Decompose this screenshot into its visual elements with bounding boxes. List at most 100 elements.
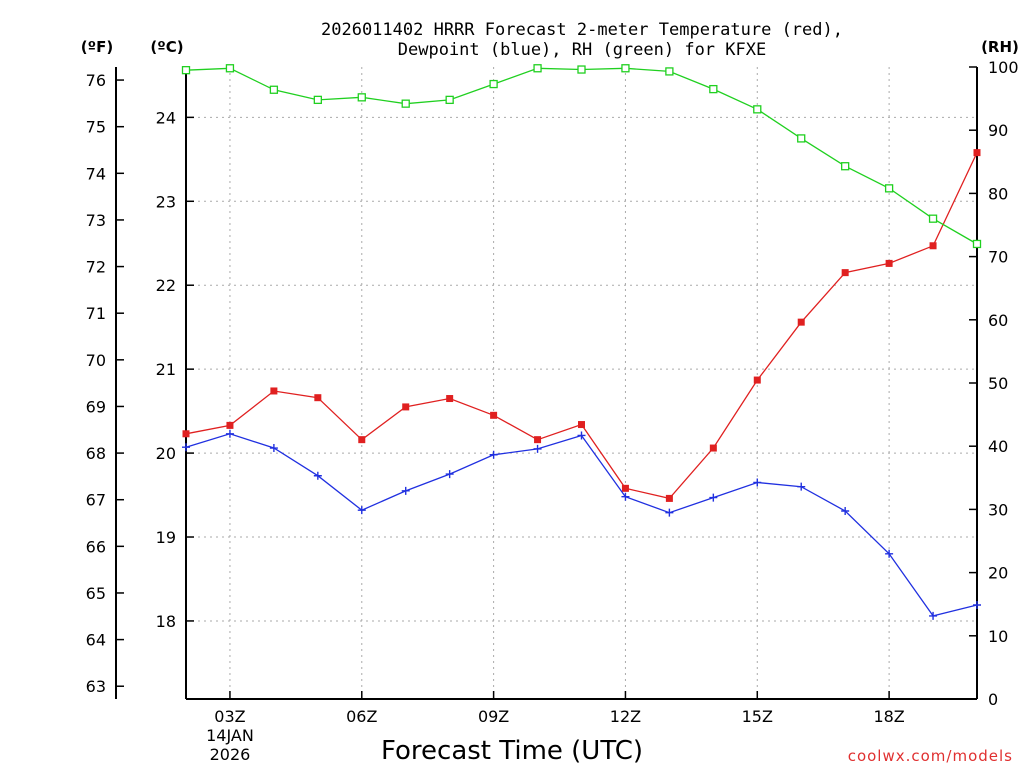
rh-point (225, 64, 235, 73)
dewpoint-point (577, 431, 586, 440)
temperature-point (709, 444, 717, 452)
fahrenheit-tick-label: 71 (86, 304, 106, 323)
x-tick-label: 06Z (346, 707, 377, 726)
rh-point (928, 214, 938, 223)
rh-point (181, 66, 191, 75)
rh-point (489, 79, 498, 89)
temperature-point (182, 430, 190, 438)
temperature-point (534, 436, 542, 444)
x-tick-label: 12Z (610, 707, 641, 726)
fahrenheit-tick-label: 69 (86, 397, 106, 416)
celsius-tick-label: 21 (156, 360, 176, 379)
rh-tick-label: 0 (988, 690, 998, 709)
fahrenheit-tick-label: 72 (86, 258, 106, 277)
celsius-unit-label: (ºC) (150, 38, 183, 56)
dewpoint-point (621, 492, 630, 501)
temperature-point (446, 395, 454, 403)
dewpoint-point (753, 478, 762, 487)
celsius-tick-label: 23 (156, 192, 176, 211)
rh-tick-label: 80 (988, 184, 1008, 203)
fahrenheit-unit-label: (ºF) (81, 38, 113, 56)
rh-tick-label: 70 (988, 248, 1008, 267)
dewpoint-point (885, 549, 894, 558)
dewpoint-point (841, 506, 850, 515)
dewpoint-point (269, 444, 278, 453)
temperature-point (358, 436, 366, 444)
fahrenheit-tick-label: 65 (86, 584, 106, 603)
dewpoint-point (445, 470, 454, 479)
dewpoint-point (357, 506, 366, 515)
rh-tick-label: 90 (988, 121, 1008, 140)
rh-point (884, 184, 894, 193)
rh-point (577, 65, 586, 74)
fahrenheit-tick-label: 64 (86, 631, 106, 650)
rh-point (797, 134, 806, 143)
rh-tick-label: 50 (988, 374, 1008, 393)
chart-title-line-1: 2026011402 HRRR Forecast 2-meter Tempera… (321, 20, 843, 40)
x-tick-label: 18Z (873, 707, 904, 726)
fahrenheit-tick-label: 67 (86, 491, 106, 510)
rh-tick-label: 30 (988, 500, 1008, 519)
x-tick-year-label: 2026 (210, 745, 251, 764)
x-tick-label: 09Z (478, 707, 509, 726)
rh-point (269, 85, 279, 94)
x-tick-label: 03Z (214, 707, 245, 726)
dewpoint-point (533, 444, 542, 453)
temperature-point (929, 242, 937, 250)
rh-tick-label: 60 (988, 311, 1008, 330)
credit-text: coolwx.com/models (848, 747, 1013, 765)
temperature-point (665, 494, 673, 502)
rh-point (753, 105, 762, 114)
rh-point (445, 95, 454, 105)
rh-tick-label: 100 (988, 58, 1019, 77)
celsius-tick-label: 20 (156, 444, 176, 463)
fahrenheit-tick-label: 70 (86, 351, 106, 370)
dewpoint-point (665, 508, 674, 517)
rh-point (357, 93, 366, 102)
dewpoint-point (973, 600, 981, 609)
temperature-point (797, 318, 805, 326)
rh-tick-label: 20 (988, 564, 1008, 583)
dewpoint-point (401, 486, 410, 495)
temperature-point (314, 394, 322, 402)
fahrenheit-tick-label: 66 (86, 537, 106, 556)
rh-point (313, 95, 322, 105)
temperature-point (885, 259, 893, 267)
dewpoint-point (929, 611, 938, 620)
x-axis-label: Forecast Time (UTC) (381, 736, 643, 766)
rh-point (665, 67, 674, 76)
rh-point (401, 99, 410, 108)
celsius-tick-label: 19 (156, 528, 176, 547)
fahrenheit-tick-label: 74 (86, 164, 106, 183)
dewpoint-point (225, 429, 234, 438)
temperature-point (490, 411, 498, 419)
rh-point (709, 84, 718, 94)
rh-point (533, 64, 542, 73)
fahrenheit-tick-label: 76 (86, 71, 106, 90)
dewpoint-point (709, 493, 718, 502)
fahrenheit-tick-label: 73 (86, 211, 106, 230)
dewpoint-point (313, 471, 322, 480)
fahrenheit-tick-label: 63 (86, 677, 106, 696)
fahrenheit-tick-label: 75 (86, 118, 106, 137)
temperature-point (753, 376, 761, 384)
rh-point (621, 64, 630, 73)
rh-unit-label: (RH) (981, 38, 1019, 56)
temperature-point (226, 421, 234, 429)
x-tick-date-label: 14JAN (206, 726, 254, 745)
ticks-layer: 63 64 65 66 67 68 69 70 71 72 73 74 75 76 18 19 20 21 22 23… (86, 58, 1019, 764)
celsius-tick-label: 18 (156, 612, 176, 631)
celsius-tick-label: 22 (156, 276, 176, 295)
dewpoint-point (182, 443, 190, 452)
rh-tick-label: 10 (988, 627, 1008, 646)
dewpoint-point (489, 450, 498, 459)
temperature-point (578, 421, 585, 429)
temperature-point (841, 269, 849, 277)
rh-point (972, 239, 982, 249)
chart-title-line-2: Dewpoint (blue), RH (green) for KFXE (398, 40, 766, 60)
dewpoint-point (797, 482, 806, 491)
rh-tick-label: 40 (988, 437, 1008, 456)
celsius-tick-label: 24 (156, 108, 176, 127)
